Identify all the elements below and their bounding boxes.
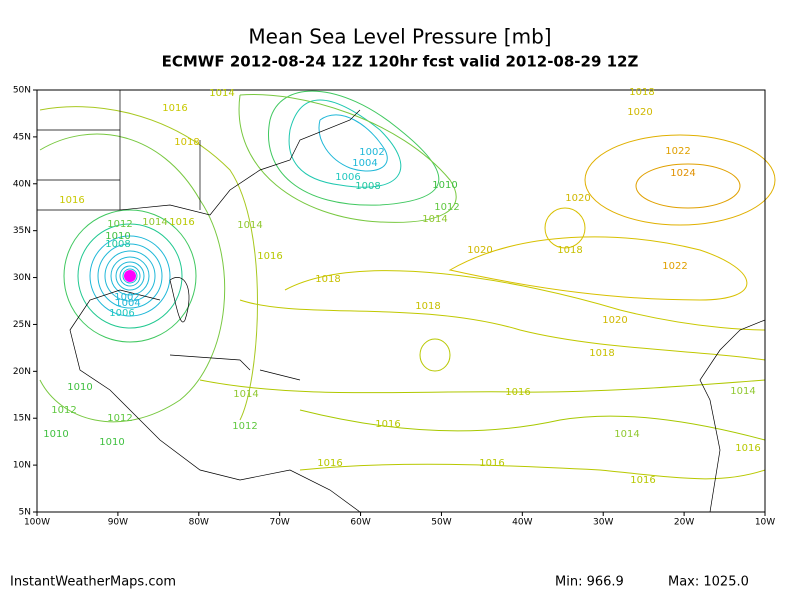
contour-label: 1004 — [115, 298, 140, 309]
contour-label: 1014 — [730, 386, 755, 397]
contour-label: 1016 — [505, 387, 530, 398]
map-frame — [36, 89, 766, 513]
lat-label: 25N — [13, 320, 31, 330]
lat-label: 15N — [13, 414, 31, 424]
contour-label: 1012 — [232, 421, 257, 432]
lon-label: 60W — [350, 518, 370, 528]
contour-label: 1016 — [317, 458, 342, 469]
contour-label: 1002 — [114, 292, 139, 303]
contour-label: 1018 — [629, 87, 654, 98]
contour-label: 1014 — [209, 88, 234, 99]
contour-label: 1010 — [105, 231, 130, 242]
lat-label: 30N — [13, 273, 31, 283]
contour-label: 1012 — [51, 405, 76, 416]
contour-label: 1020 — [467, 245, 492, 256]
contour-label: 1016 — [479, 458, 504, 469]
contour-label: 1016 — [59, 195, 84, 206]
storm-center — [124, 270, 136, 282]
contour-label: 1014 — [142, 217, 167, 228]
contour-label: 1022 — [665, 146, 690, 157]
lon-label: 40W — [512, 518, 532, 528]
lon-label: 100W — [24, 518, 50, 528]
lat-label: 5N — [19, 508, 31, 518]
contour-label: 1016 — [169, 217, 194, 228]
contour-label: 1018 — [174, 137, 199, 148]
contour-label: 1010 — [67, 382, 92, 393]
contour-label: 1014 — [422, 214, 447, 225]
contour-label: 1002 — [359, 147, 384, 158]
contour-label: 1020 — [627, 107, 652, 118]
lon-label: 20W — [674, 518, 694, 528]
lat-label: 50N — [13, 86, 31, 96]
lon-label: 50W — [431, 518, 451, 528]
contour-label: 1016 — [735, 443, 760, 454]
contour-label: 1020 — [565, 193, 590, 204]
contour-label: 1018 — [315, 274, 340, 285]
contour-label: 1008 — [105, 239, 130, 250]
max-value: Max: 1025.0 — [668, 575, 749, 590]
coastlines — [37, 90, 766, 513]
contour-label: 1006 — [109, 308, 134, 319]
contour-label: 1020 — [602, 315, 627, 326]
contour-label: 1018 — [557, 245, 582, 256]
lon-label: 30W — [593, 518, 613, 528]
lon-label: 90W — [108, 518, 128, 528]
lat-label: 35N — [13, 226, 31, 236]
contour-label: 1012 — [107, 413, 132, 424]
contour-label: 1010 — [99, 437, 124, 448]
contours — [39, 90, 776, 480]
title: Mean Sea Level Pressure [mb] — [248, 25, 551, 49]
contour-label: 1014 — [614, 429, 639, 440]
contour-label: 1010 — [43, 429, 68, 440]
contour-label: 1012 — [434, 202, 459, 213]
contour-label: 1016 — [630, 475, 655, 486]
contour-label: 1006 — [335, 172, 360, 183]
lon-label: 80W — [189, 518, 209, 528]
lat-label: 40N — [13, 179, 31, 189]
contour-label: 1008 — [355, 181, 380, 192]
contour-label: 1018 — [589, 348, 614, 359]
contour-label: 1016 — [257, 251, 282, 262]
contour-label: 1010 — [432, 180, 457, 191]
contour-label: 1024 — [670, 168, 695, 179]
lon-label: 70W — [269, 518, 289, 528]
contour-label: 1018 — [415, 301, 440, 312]
contour-label: 1012 — [107, 219, 132, 230]
lat-label: 10N — [13, 461, 31, 471]
lon-label: 10W — [755, 518, 775, 528]
contour-label: 1014 — [237, 220, 262, 231]
lat-label: 45N — [13, 132, 31, 142]
contour-label: 1016 — [162, 103, 187, 114]
contour-label: 1016 — [375, 419, 400, 430]
subtitle: ECMWF 2012-08-24 12Z 120hr fcst valid 20… — [162, 53, 639, 71]
min-value: Min: 966.9 — [555, 575, 624, 590]
contour-label: 1004 — [352, 158, 377, 169]
source: InstantWeatherMaps.com — [10, 575, 176, 590]
contour-label: 1022 — [662, 261, 687, 272]
lat-label: 20N — [13, 367, 31, 377]
contour-label: 1014 — [233, 389, 258, 400]
